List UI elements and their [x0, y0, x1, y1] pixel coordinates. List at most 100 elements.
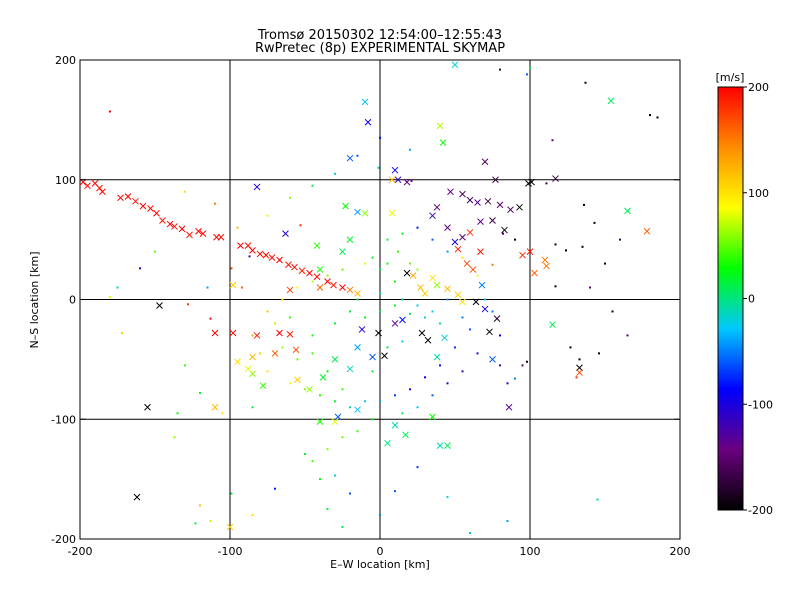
y-tick-label: 100 — [55, 174, 76, 187]
data-point-dot — [439, 322, 441, 325]
data-point-dot — [461, 370, 464, 373]
data-point-cross — [519, 251, 526, 259]
data-point-cross — [441, 334, 448, 342]
data-point-cross — [249, 247, 256, 254]
data-point-dot — [656, 116, 659, 119]
data-point-dot — [334, 172, 336, 175]
colorbar-gradient — [717, 86, 744, 511]
data-point-cross — [346, 286, 354, 294]
data-point-cross — [466, 229, 474, 236]
data-point-dot — [121, 332, 123, 335]
data-point-dot — [371, 256, 374, 259]
data-point-cross — [489, 356, 496, 363]
data-point-cross — [501, 226, 508, 234]
data-point-dot — [326, 508, 329, 511]
colorbar-tick-label: 0 — [748, 293, 755, 306]
data-point-cross — [139, 202, 147, 210]
data-point-cross — [147, 205, 154, 212]
data-point-cross — [99, 188, 106, 196]
data-point-cross — [474, 199, 481, 206]
data-point-cross — [330, 281, 337, 289]
data-point-cross — [417, 284, 424, 291]
data-point-cross — [166, 220, 174, 228]
data-point-cross — [409, 272, 417, 279]
data-point-dot — [379, 136, 381, 139]
data-point-cross — [418, 329, 426, 337]
data-point-cross — [144, 403, 151, 411]
data-point-dot — [446, 298, 449, 301]
data-point-dot — [371, 418, 374, 421]
data-point-cross — [195, 227, 202, 235]
data-point-cross — [481, 305, 489, 313]
data-point-cross — [429, 274, 436, 282]
data-point-cross — [324, 278, 331, 285]
data-points — [79, 61, 659, 535]
data-point-dot — [230, 492, 233, 495]
data-point-cross — [477, 218, 484, 226]
data-point-cross — [549, 321, 556, 329]
data-point-dot — [526, 360, 528, 363]
data-point-dot — [319, 394, 321, 397]
data-point-cross — [249, 353, 256, 361]
data-point-cross — [211, 329, 219, 337]
data-point-cross — [531, 269, 538, 277]
data-point-dot — [199, 391, 201, 394]
data-point-dot — [409, 148, 411, 151]
colorbar-tick-label: -200 — [748, 504, 773, 517]
data-point-dot — [230, 267, 233, 270]
data-point-dot — [281, 298, 284, 301]
data-point-dot — [416, 466, 419, 469]
data-point-cross — [358, 326, 366, 333]
data-point-dot — [341, 268, 344, 271]
data-point-cross — [576, 364, 583, 372]
data-point-dot — [209, 520, 212, 523]
x-axis-label: E–W location [km] — [330, 558, 430, 571]
data-point-dot — [349, 310, 351, 313]
data-point-dot — [184, 364, 186, 367]
data-point-cross — [306, 269, 313, 277]
data-point-dot — [604, 262, 606, 265]
data-point-cross — [199, 230, 207, 237]
chart-title: Tromsø 20150302 12:54:00–12:55:43 — [257, 28, 502, 43]
data-point-cross — [541, 256, 549, 264]
data-point-dot — [619, 238, 621, 241]
data-point-cross — [286, 330, 294, 338]
y-axis-ticks: -200 -100 0 100 200 — [51, 54, 680, 546]
data-point-cross — [459, 190, 466, 198]
data-point-cross — [528, 178, 535, 186]
data-point-cross — [451, 61, 459, 69]
data-point-dot — [173, 436, 176, 439]
data-point-dot — [397, 250, 399, 253]
data-point-dot — [394, 394, 396, 397]
data-point-dot — [214, 202, 216, 205]
colorbar-tick-label: 200 — [748, 81, 769, 94]
data-point-dot — [491, 263, 494, 266]
data-point-cross — [429, 413, 436, 421]
data-point-dot — [221, 412, 224, 415]
data-point-dot — [379, 400, 381, 403]
data-point-dot — [578, 358, 581, 361]
data-point-cross — [472, 298, 480, 306]
data-point-dot — [526, 73, 528, 76]
data-point-cross — [294, 376, 301, 384]
data-point-dot — [289, 382, 291, 385]
data-point-cross — [454, 291, 462, 299]
data-point-dot — [251, 514, 254, 517]
data-point-dot — [499, 364, 501, 367]
data-point-cross — [178, 225, 186, 233]
data-point-dot — [259, 352, 261, 355]
data-point-dot — [109, 296, 111, 299]
data-point-dot — [311, 184, 314, 187]
data-point-dot — [491, 310, 494, 313]
data-point-dot — [545, 182, 548, 185]
colorbar: [m/s] 200 100 0 -100 -200 — [716, 71, 773, 517]
data-point-dot — [416, 268, 419, 271]
data-point-dot — [248, 255, 251, 258]
data-point-dot — [401, 412, 404, 415]
data-point-dot — [431, 394, 434, 397]
data-point-cross — [543, 262, 550, 270]
data-point-cross — [436, 122, 444, 130]
data-point-dot — [424, 376, 426, 379]
data-point-cross — [298, 267, 306, 275]
